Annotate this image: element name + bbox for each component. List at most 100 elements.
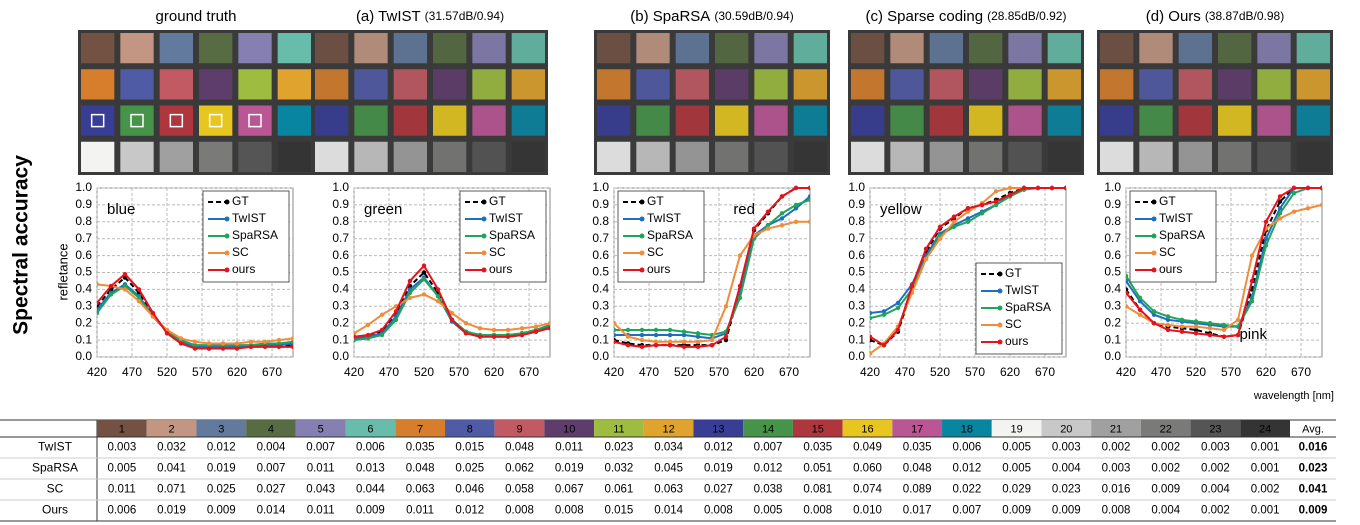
x-tick-label: 670	[262, 365, 282, 379]
checker-patch	[1296, 69, 1330, 100]
data-point	[1305, 185, 1311, 191]
data-point	[393, 309, 399, 314]
legend-dot	[481, 233, 487, 239]
header-swatch	[842, 420, 893, 437]
checker-patch	[81, 69, 115, 100]
legend-label: ours	[1159, 262, 1182, 276]
checker-patch	[1139, 69, 1173, 100]
checker-patch	[120, 141, 154, 172]
checker-patch	[277, 69, 311, 100]
header-swatch	[494, 420, 545, 437]
data-point	[365, 336, 371, 341]
table-cell: 0.048	[903, 463, 932, 475]
x-tick-label: 470	[379, 365, 399, 379]
table-cell: 0.060	[853, 463, 882, 475]
data-point	[463, 321, 469, 326]
table-cell: 0.011	[406, 505, 434, 517]
y-tick-label: 1.0	[1104, 180, 1121, 194]
legend-dot	[1151, 250, 1157, 256]
table-cell: 0.019	[704, 463, 733, 475]
header-label: 23	[1209, 423, 1221, 435]
checker-patch	[354, 105, 388, 136]
table-cell: 0.027	[257, 484, 286, 496]
data-point	[164, 331, 170, 336]
data-point	[1126, 273, 1129, 279]
legend-dot	[224, 216, 230, 222]
table-cell: 0.005	[1002, 442, 1031, 454]
checker-patch	[277, 141, 311, 172]
data-point	[1007, 185, 1013, 191]
legend-dot	[639, 216, 645, 222]
table-cell: 0.009	[1299, 505, 1328, 517]
table-cell: 0.058	[505, 484, 534, 496]
legend-label: SC	[232, 245, 249, 259]
checker-patch	[199, 105, 233, 136]
table-cell: 0.074	[853, 484, 882, 496]
checker-patch	[675, 33, 709, 64]
table-cell: 0.029	[1002, 484, 1031, 496]
table-cell: 0.008	[505, 505, 534, 517]
legend-dot	[639, 233, 645, 239]
legend-dot	[1151, 199, 1157, 205]
data-point	[751, 226, 757, 231]
checker-patch	[1139, 33, 1173, 64]
checker-image	[312, 30, 548, 175]
legend-label: ours	[1005, 334, 1028, 348]
data-point	[639, 332, 645, 338]
table-cell: 0.006	[356, 442, 385, 454]
table-cell: 0.002	[1151, 463, 1180, 475]
checker-patch	[159, 105, 193, 136]
data-point	[276, 344, 282, 350]
table-cell: 0.025	[455, 463, 484, 475]
table-cell: 0.062	[505, 463, 534, 475]
y-tick-label: 0.5	[592, 265, 609, 279]
table-cell: 0.012	[754, 463, 783, 475]
table-cell: 0.008	[704, 505, 733, 517]
table-cell: 0.009	[1052, 505, 1081, 517]
table-cell: 0.011	[307, 463, 335, 475]
checker-patch	[675, 105, 709, 136]
y-tick-label: 0.0	[75, 349, 92, 363]
table-cell: 0.012	[704, 442, 733, 454]
data-point	[667, 332, 673, 338]
data-point	[1249, 299, 1255, 304]
legend-dot	[481, 267, 487, 273]
legend-label: SpaRSA	[1005, 300, 1051, 314]
header-swatch	[1190, 420, 1241, 437]
table-cell: 0.063	[406, 484, 435, 496]
data-point	[1207, 321, 1213, 326]
checker-patch	[929, 141, 963, 172]
data-point	[1049, 185, 1055, 191]
data-point	[547, 326, 550, 331]
checker-patch	[636, 105, 670, 136]
table-cell: 0.023	[605, 442, 634, 454]
data-point	[965, 206, 971, 211]
data-point	[1126, 304, 1129, 309]
data-point	[625, 334, 631, 339]
data-point	[881, 312, 887, 317]
data-point	[653, 342, 659, 348]
table-cell: 0.071	[157, 484, 186, 496]
y-tick-label: 0.4	[332, 282, 349, 296]
table-cell: 0.007	[953, 505, 982, 517]
data-point	[365, 322, 371, 328]
legend-label: SpaRSA	[489, 228, 535, 242]
data-point	[779, 194, 785, 199]
data-point	[779, 211, 785, 216]
data-point	[923, 246, 929, 252]
data-point	[1193, 331, 1199, 336]
checker-patch	[1296, 141, 1330, 172]
data-point	[1179, 317, 1185, 323]
data-point	[937, 224, 943, 230]
data-point	[365, 332, 371, 338]
header-label: 15	[812, 423, 824, 435]
legend-label: ours	[647, 262, 670, 276]
y-tick-label: 0.7	[848, 231, 865, 245]
data-point	[723, 304, 729, 309]
checker-patch	[120, 33, 154, 64]
checker-patch	[929, 69, 963, 100]
table-cell: 0.032	[605, 463, 634, 475]
legend-dot	[1151, 216, 1157, 222]
y-tick-label: 0.5	[332, 265, 349, 279]
panel-title-text: (a) TwIST	[356, 8, 421, 25]
